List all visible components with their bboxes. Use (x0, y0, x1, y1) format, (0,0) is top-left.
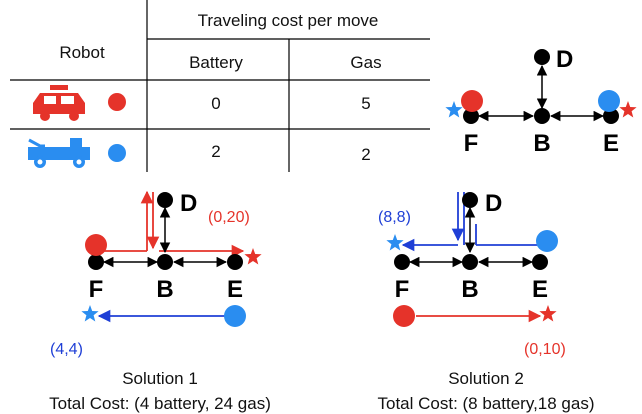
label-d: D (485, 190, 502, 217)
blue-cost-coord: (8,8) (378, 209, 411, 226)
node-b (462, 254, 478, 270)
label-d: D (180, 190, 197, 217)
label-b: B (461, 276, 478, 303)
blue-cost-coord: (4,4) (50, 341, 83, 358)
node-f (463, 108, 479, 124)
label-f: F (89, 276, 104, 303)
red-robot-start (461, 90, 483, 112)
table-cell: 2 (211, 142, 220, 161)
solution-2-cost: Total Cost: (8 battery,18 gas) (377, 394, 594, 413)
table-cell: 5 (361, 94, 370, 113)
node-b (534, 108, 550, 124)
red-goal-star-icon (539, 305, 557, 322)
red-car-icon (33, 85, 85, 121)
label-b: B (156, 276, 173, 303)
table-cell: 2 (361, 145, 370, 164)
cost-header: Traveling cost per move (198, 11, 379, 30)
label-d: D (556, 46, 573, 73)
node-e (532, 254, 548, 270)
solution-1-cost: Total Cost: (4 battery, 24 gas) (49, 394, 271, 413)
node-f (394, 254, 410, 270)
red-robot-start (85, 234, 107, 256)
node-b (157, 254, 173, 270)
label-e: E (603, 130, 619, 157)
blue-goal-star-icon (386, 234, 404, 251)
blue-goal-star-icon (445, 101, 463, 118)
node-e (603, 108, 619, 124)
solution-1-title: Solution 1 (122, 369, 198, 388)
blue-goal-star-icon (81, 305, 99, 322)
battery-header: Battery (189, 53, 243, 72)
blue-robot-start (224, 305, 246, 327)
gas-header: Gas (350, 53, 381, 72)
blue-robot-dot (108, 144, 126, 162)
problem-graph: D F B E (445, 46, 637, 157)
label-f: F (464, 130, 479, 157)
label-b: B (533, 130, 550, 157)
red-goal-star-icon (619, 101, 637, 118)
node-f (88, 254, 104, 270)
red-cost-coord: (0,20) (208, 209, 250, 226)
blue-robot-start (536, 230, 558, 252)
red-robot-dot (108, 93, 126, 111)
blue-jeep-icon (28, 138, 90, 168)
red-robot-start (393, 305, 415, 327)
red-cost-coord: (0,10) (524, 341, 566, 358)
red-goal-star-icon (244, 248, 262, 265)
node-d (534, 49, 550, 65)
cost-table: Robot Traveling cost per move Battery Ga… (10, 0, 430, 172)
label-f: F (395, 276, 410, 303)
table-cell: 0 (211, 94, 220, 113)
label-e: E (227, 276, 243, 303)
node-d (462, 192, 478, 208)
node-d (157, 192, 173, 208)
label-e: E (532, 276, 548, 303)
solution-2-title: Solution 2 (448, 369, 524, 388)
solution-2: D F B E (8,8) (0,10) Solution 2 Total Co… (377, 190, 594, 413)
robot-header: Robot (59, 43, 105, 62)
blue-robot-start (598, 90, 620, 112)
solution-1: D F B E (0,20) (4,4) Solution 1 Total Co… (49, 190, 271, 413)
node-e (227, 254, 243, 270)
